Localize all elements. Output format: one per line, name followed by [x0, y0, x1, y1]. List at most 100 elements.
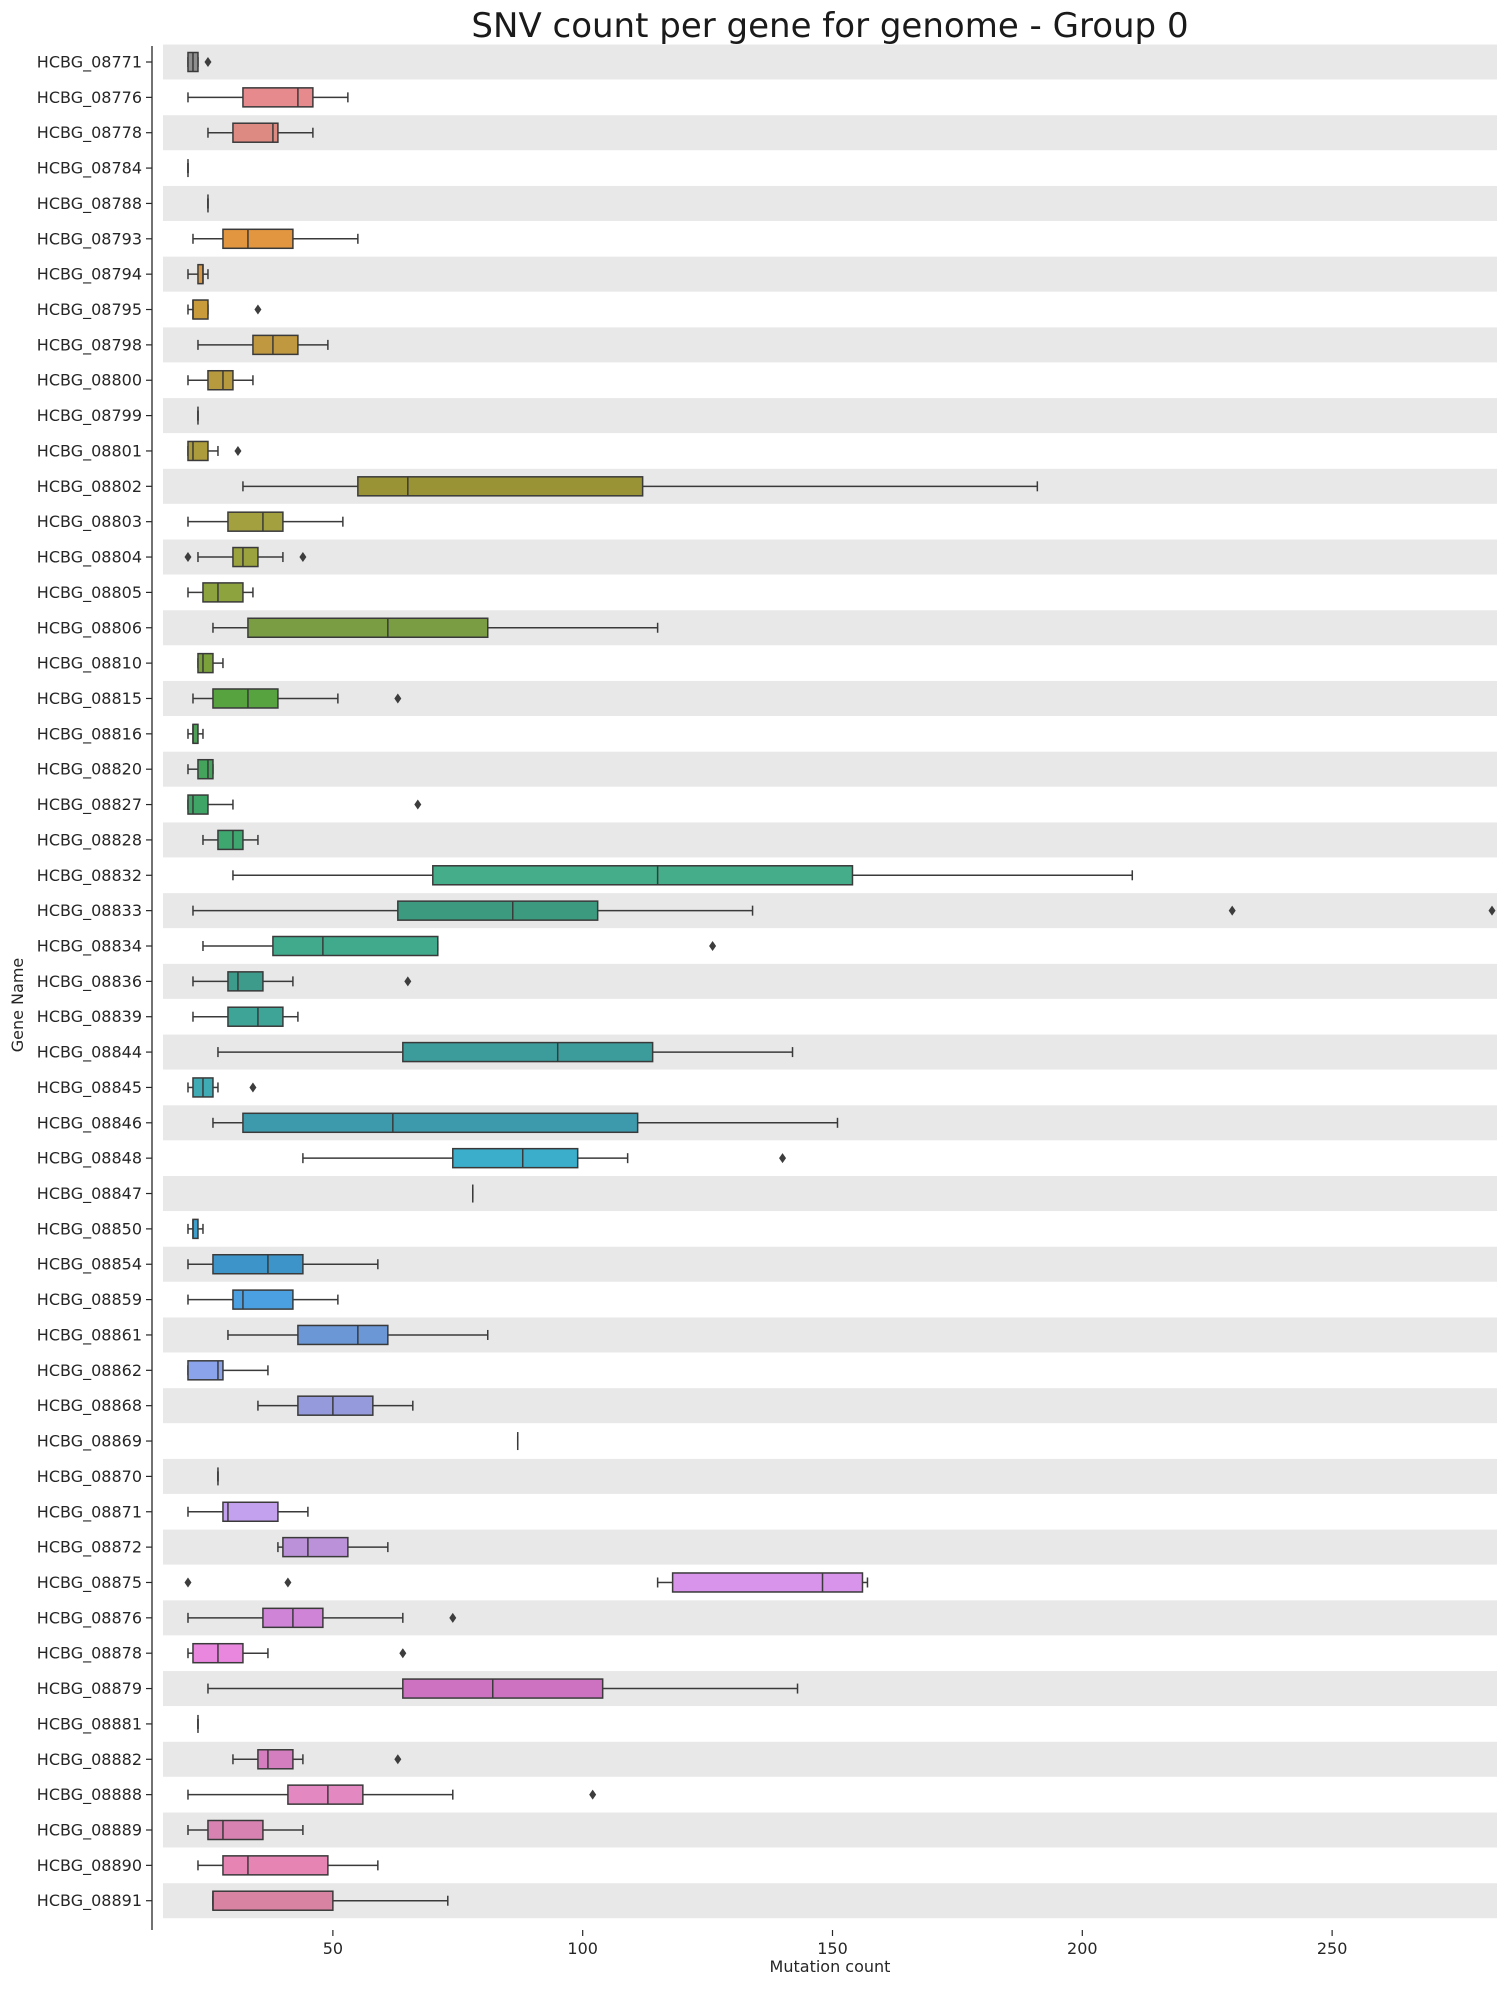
iqr-box: [207, 369, 234, 391]
y-tick-label: HCBG_08845: [37, 1078, 142, 1098]
gene-box-hcbg-08798: [197, 334, 329, 356]
gene-box-hcbg-08861: [227, 1324, 489, 1346]
x-axis: 50 100 150 200 250: [323, 1930, 1347, 1958]
x-tick-label: 50: [323, 1939, 343, 1958]
iqr-box: [287, 1784, 364, 1805]
iqr-box: [247, 617, 489, 639]
y-tick-label: HCBG_08776: [37, 88, 142, 108]
y-tick-label: HCBG_08848: [37, 1149, 142, 1169]
y-tick-label: HCBG_08844: [37, 1043, 142, 1063]
y-tick-label: HCBG_08801: [37, 441, 142, 461]
iqr-box: [257, 1749, 294, 1770]
row-stripe: [163, 398, 1497, 434]
gene-box-hcbg-08802: [242, 476, 1039, 497]
outlier-point: [709, 941, 717, 951]
iqr-box: [282, 1536, 349, 1558]
row-stripe: [163, 115, 1497, 151]
iqr-box: [297, 1395, 374, 1416]
iqr-box: [207, 1819, 264, 1841]
gene-box-hcbg-08805: [187, 582, 254, 603]
y-tick-label: HCBG_08832: [37, 866, 142, 886]
row-stripe: [163, 1741, 1497, 1777]
iqr-box: [227, 511, 284, 532]
iqr-box: [222, 1501, 279, 1523]
y-tick-label: HCBG_08872: [37, 1538, 142, 1558]
iqr-box: [402, 1041, 654, 1063]
outlier-point: [184, 552, 192, 563]
iqr-box: [222, 1855, 329, 1876]
iqr-box: [232, 1289, 294, 1310]
y-tick-label: HCBG_08815: [37, 689, 142, 709]
outlier-point: [284, 1577, 292, 1588]
gene-box-hcbg-08868: [257, 1395, 414, 1416]
gene-box-hcbg-08882: [232, 1749, 402, 1770]
gene-box-hcbg-08845: [187, 1077, 257, 1098]
y-tick-label: HCBG_08804: [37, 548, 142, 568]
y-tick-label: HCBG_08875: [37, 1573, 142, 1593]
gene-box-hcbg-08820: [187, 758, 214, 780]
row-stripe: [163, 1458, 1497, 1494]
iqr-box: [232, 122, 279, 143]
y-tick-label: HCBG_08881: [37, 1714, 142, 1734]
outlier-point: [299, 552, 307, 563]
outlier-point: [394, 693, 402, 704]
iqr-box: [402, 1678, 604, 1699]
y-tick-label: HCBG_08802: [37, 477, 142, 497]
outlier-point: [414, 799, 422, 810]
iqr-box: [187, 440, 209, 462]
iqr-box: [397, 900, 599, 921]
x-axis-label: Mutation count: [770, 1957, 891, 1976]
gene-box-hcbg-08778: [207, 122, 314, 143]
iqr-box: [192, 299, 209, 320]
gene-box-hcbg-08859: [187, 1289, 339, 1310]
y-tick-label: HCBG_08834: [37, 937, 142, 957]
gene-box-hcbg-08888: [187, 1784, 597, 1805]
gene-box-hcbg-08827: [187, 794, 422, 815]
gene-box-hcbg-08801: [187, 440, 242, 462]
gene-box-hcbg-08872: [277, 1536, 389, 1558]
iqr-box: [242, 1112, 639, 1134]
x-tick-label: 200: [1067, 1939, 1098, 1958]
gene-box-hcbg-08876: [187, 1607, 457, 1629]
iqr-box: [197, 758, 214, 780]
y-tick-label: HCBG_08876: [37, 1608, 142, 1628]
gene-box-hcbg-08803: [187, 511, 344, 532]
outlier-point: [779, 1153, 787, 1164]
iqr-box: [217, 829, 244, 851]
outlier-point: [254, 304, 262, 315]
y-axis-label: Gene Name: [8, 958, 27, 1053]
iqr-box: [212, 1890, 334, 1911]
y-tick-label: HCBG_08839: [37, 1007, 142, 1027]
y-tick-label: HCBG_08803: [37, 512, 142, 532]
iqr-box: [212, 1253, 304, 1275]
row-stripe: [163, 822, 1497, 858]
gene-box-hcbg-08862: [187, 1360, 269, 1381]
row-stripe: [163, 1176, 1497, 1212]
y-tick-label: HCBG_08847: [37, 1184, 142, 1204]
x-tick-label: 100: [567, 1939, 598, 1958]
gene-box-hcbg-08771: [187, 51, 212, 73]
y-tick-label: HCBG_08869: [37, 1432, 142, 1452]
outlier-point: [1488, 905, 1496, 916]
outlier-point: [404, 976, 412, 987]
gene-box-hcbg-08810: [197, 652, 224, 674]
gene-box-hcbg-08878: [187, 1642, 407, 1664]
y-tick-label: HCBG_08816: [37, 724, 142, 744]
iqr-box: [272, 935, 439, 957]
row-stripe: [163, 1812, 1497, 1848]
y-tick-label: HCBG_08800: [37, 371, 142, 391]
gene-box-hcbg-08879: [207, 1678, 799, 1699]
y-tick-label: HCBG_08805: [37, 583, 142, 603]
y-tick-label: HCBG_08868: [37, 1396, 142, 1416]
y-tick-label: HCBG_08788: [37, 194, 142, 214]
outlier-point: [589, 1789, 597, 1800]
x-tick-label: 150: [817, 1939, 848, 1958]
iqr-box: [232, 546, 259, 568]
gene-box-hcbg-08844: [217, 1041, 794, 1063]
y-tick-label: HCBG_08889: [37, 1821, 142, 1841]
chart-title: SNV count per gene for genome - Group 0: [471, 6, 1188, 46]
row-stripe: [163, 539, 1497, 575]
y-tick-label: HCBG_08878: [37, 1644, 142, 1664]
gene-box-hcbg-08795: [187, 299, 262, 320]
